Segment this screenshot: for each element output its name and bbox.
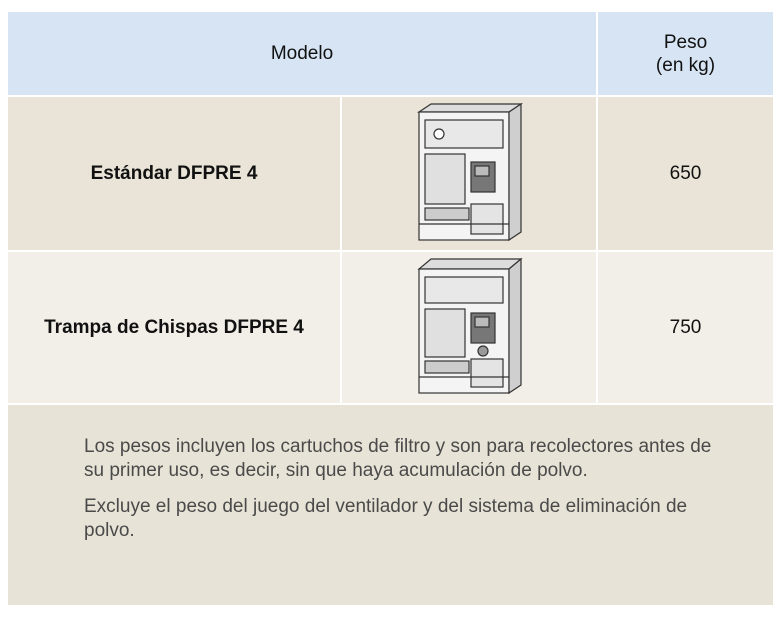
header-weight-text: Peso (en kg) [656,31,715,77]
model-name: Estándar DFPRE 4 [8,97,340,250]
header-model: Modelo [8,12,596,95]
weight-value: 750 [598,252,773,403]
header-weight-line: (en kg) [655,54,716,76]
machine-drawing [417,257,523,394]
note-paragraph: Los pesos incluyen los cartuchos de filt… [84,436,712,481]
model-name: Trampa de Chispas DFPRE 4 [8,252,340,403]
model-image [342,97,596,250]
machine-drawing [417,102,523,241]
header-weight: Peso (en kg) [598,12,773,95]
note-paragraph: Excluye el peso del juego del ventilador… [84,496,688,541]
model-image [342,252,596,403]
header-weight-line: Peso [663,31,708,53]
weight-value: 650 [598,97,773,250]
notes: Los pesos incluyen los cartuchos de filt… [8,405,773,605]
